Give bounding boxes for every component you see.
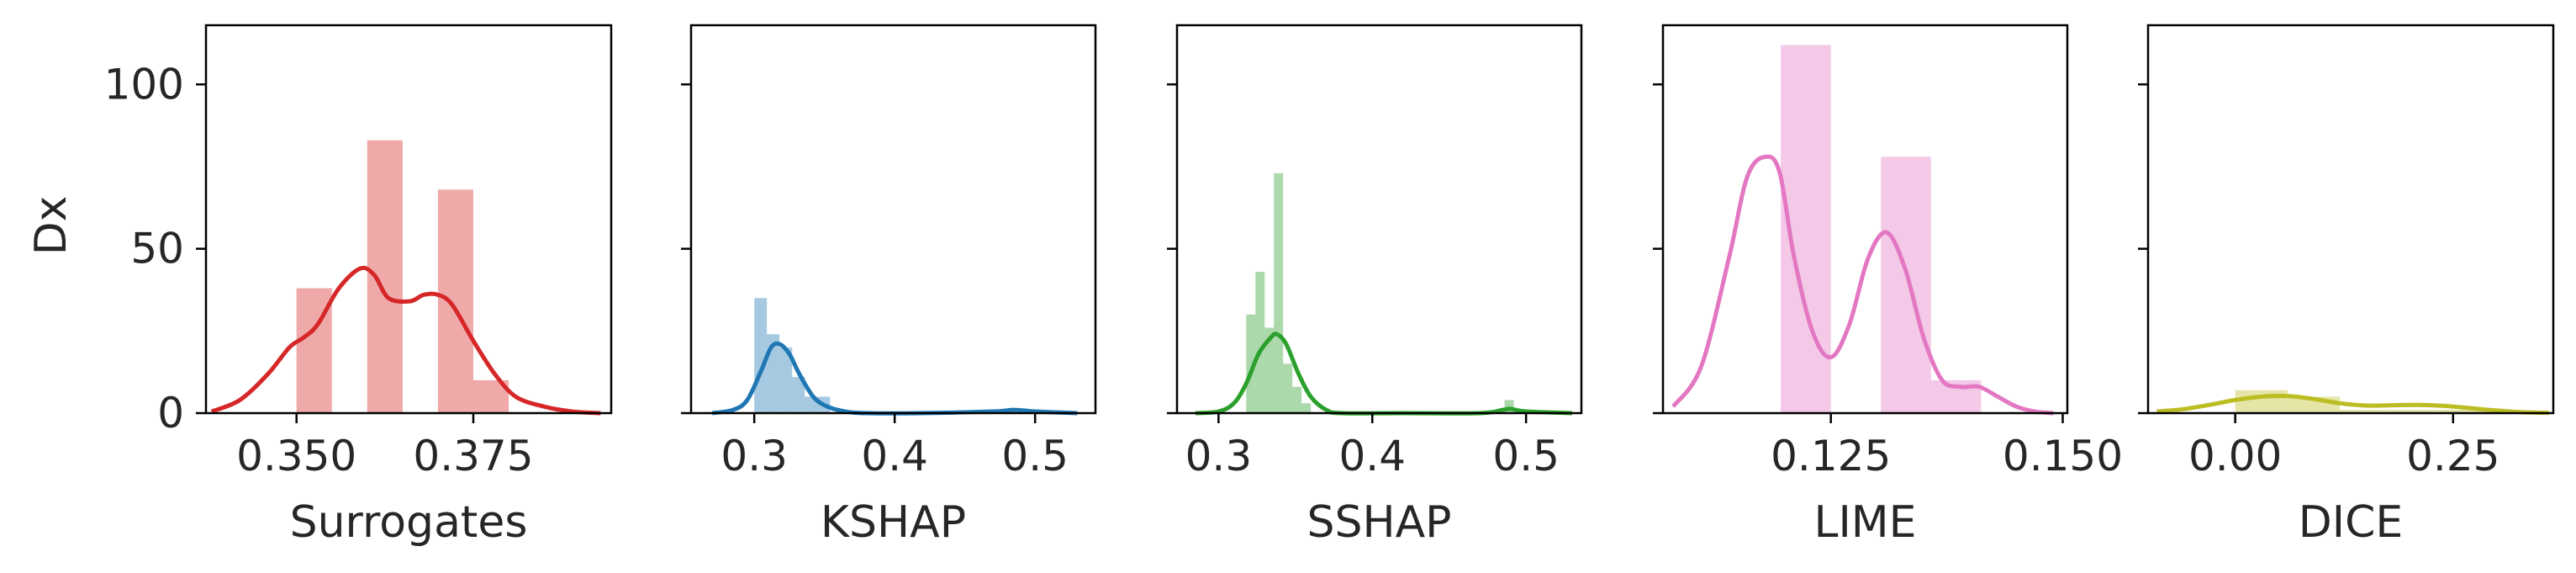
surrogates-xtick-label-1: 0.375 <box>413 432 533 480</box>
dice-kde-line <box>2156 394 2549 416</box>
dice-bar-0 <box>2235 390 2288 413</box>
dice-bar-2 <box>2340 410 2393 413</box>
surrogates-ytick-label-0: 0 <box>157 389 184 438</box>
dice-axes-frame <box>2146 24 2555 415</box>
kshap-bar-4 <box>805 396 818 413</box>
surrogates-x-axis-title: Surrogates <box>290 497 528 548</box>
dice-bar-3 <box>2392 410 2445 413</box>
sshap-x-axis-title: SSHAP <box>1306 497 1451 548</box>
sshap-bar-6 <box>1301 403 1312 413</box>
kshap-xtick-label-1: 0.4 <box>861 432 928 480</box>
kshap-x-axis-title: KSHAP <box>821 497 966 548</box>
panel-sshap: 0.3 0.4 0.5 SSHAP <box>1167 24 1583 548</box>
lime-bar-1 <box>1881 157 1931 413</box>
surrogates-kde-line <box>210 265 601 416</box>
sshap-xtick-label-2: 0.5 <box>1492 432 1560 480</box>
sshap-xtick-label-1: 0.4 <box>1339 432 1407 480</box>
sshap-bar-1 <box>1255 272 1265 413</box>
panel-kshap: 0.3 0.4 0.5 KSHAP <box>681 24 1097 548</box>
sshap-bar-3 <box>1274 172 1284 413</box>
dice-bar-4 <box>2444 410 2497 413</box>
dice-xtick-label-0: 0.00 <box>2188 432 2282 480</box>
surrogates-xtick-label-0: 0.350 <box>236 432 356 480</box>
surrogates-ytick-label-1: 50 <box>130 225 184 273</box>
sshap-xtick-label-0: 0.3 <box>1185 432 1253 480</box>
y-axis-title: Dx <box>26 196 77 256</box>
sshap-bar-4 <box>1283 363 1293 413</box>
surrogates-bar-1 <box>367 140 403 413</box>
dice-xtick-label-1: 0.25 <box>2406 432 2499 480</box>
kshap-axes-frame <box>689 24 1097 415</box>
kshap-bar-2 <box>779 347 793 413</box>
sshap-bar-7 <box>1504 400 1514 413</box>
sshap-kde-line <box>1195 332 1573 416</box>
dice-x-axis-title: DICE <box>2299 497 2404 548</box>
panel-lime: 0.125 0.150 LIME <box>1653 24 2123 548</box>
lime-xtick-label-0: 0.125 <box>1771 432 1891 480</box>
surrogates-axes-frame <box>204 24 613 415</box>
sshap-axes-frame <box>1175 24 1583 415</box>
kshap-kde-line <box>711 341 1078 416</box>
sshap-bar-0 <box>1246 314 1256 413</box>
sshap-bar-2 <box>1264 327 1275 413</box>
lime-x-axis-title: LIME <box>1813 497 1916 548</box>
lime-kde-line <box>1671 154 2054 416</box>
sshap-bar-5 <box>1292 386 1302 413</box>
kshap-xtick-label-0: 0.3 <box>721 432 788 480</box>
kshap-xtick-label-2: 0.5 <box>1001 432 1069 480</box>
kshap-bar-3 <box>792 377 805 413</box>
panel-surrogates: 0.350 0.375 0 50 100 Surrogates <box>104 24 613 548</box>
surrogates-ytick-label-2: 100 <box>104 60 184 109</box>
lime-axes-frame <box>1661 24 2069 415</box>
lime-xtick-label-1: 0.150 <box>2003 432 2123 480</box>
surrogates-bar-2 <box>437 189 473 413</box>
